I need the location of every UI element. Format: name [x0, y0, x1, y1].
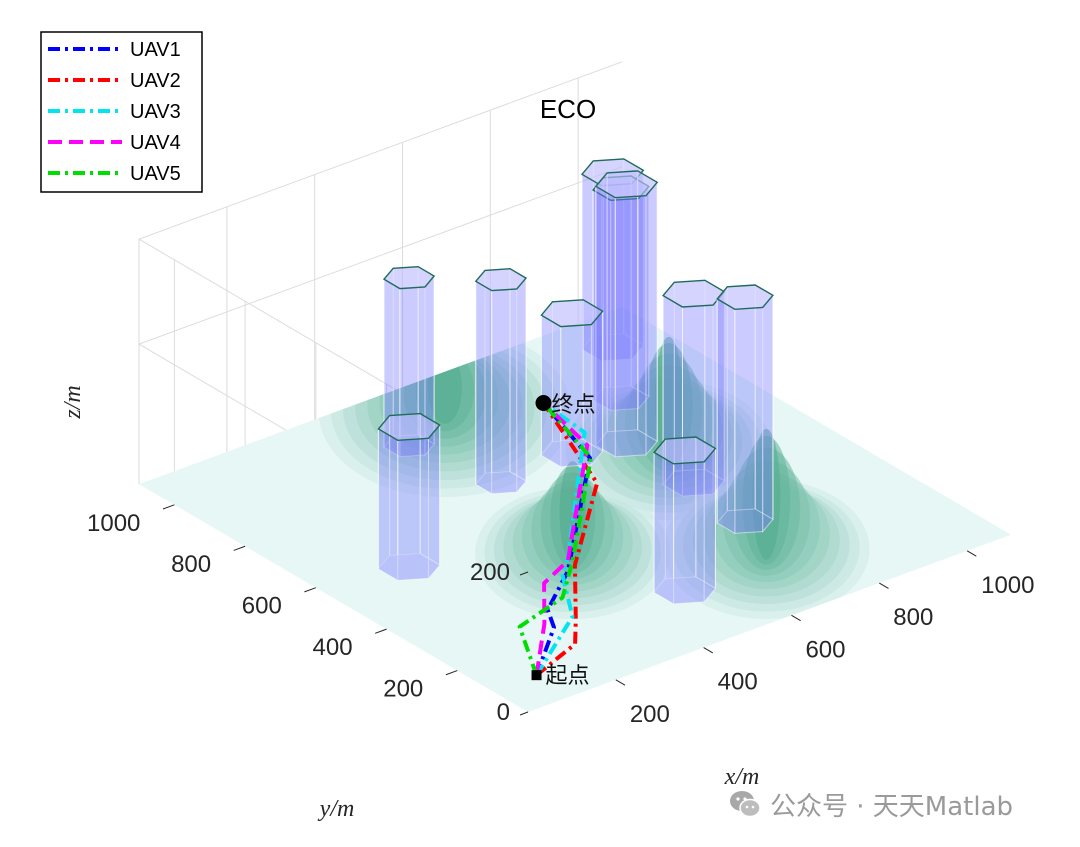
legend-label-uav1: UAV1 — [130, 39, 181, 61]
legend-label-uav3: UAV3 — [130, 101, 181, 123]
obstacle-prism — [662, 279, 726, 497]
y-tick-label: 800 — [171, 551, 211, 578]
obstacle-top — [716, 284, 774, 311]
x-tick-label: 800 — [893, 604, 933, 631]
obstacle-top — [377, 412, 441, 442]
uav-paths — [517, 401, 600, 677]
obstacle-prism — [594, 170, 659, 458]
terrain-band — [654, 336, 683, 461]
obstacle-top — [594, 170, 659, 199]
obstacle-face — [716, 298, 736, 535]
start-marker — [531, 670, 542, 681]
axis-ticks: 200 400 600 800 1000 200 400 600 800 1000 0 200 — [87, 504, 1034, 728]
x-tick-mark — [615, 679, 626, 686]
obstacle-face — [754, 284, 774, 521]
obstacle-prism — [716, 284, 774, 535]
start-label: 起点 — [546, 664, 590, 689]
y-tick-label: 200 — [383, 676, 423, 703]
path-uav5 — [517, 401, 593, 676]
obstacle-bottom — [663, 469, 725, 496]
z-tick-label: 200 — [470, 559, 510, 586]
end-label: 终点 — [551, 393, 595, 418]
x-tick-label: 400 — [718, 669, 758, 696]
obstacle-bottom — [475, 471, 526, 494]
y-tick-label: 400 — [313, 634, 353, 661]
obstacle-top — [540, 299, 604, 328]
legend-label-uav2: UAV2 — [130, 70, 181, 92]
legend-label-uav4: UAV4 — [130, 132, 181, 154]
obstacle-prism — [540, 298, 604, 468]
path-uav4 — [534, 401, 590, 676]
obstacle-face — [509, 267, 527, 482]
obstacle-top — [382, 265, 436, 290]
obstacle-face — [475, 280, 493, 495]
y-tick-label: 600 — [242, 593, 282, 620]
watermark: 公众号 · 天天Matlab — [728, 784, 1013, 824]
x-tick-mark — [791, 614, 801, 622]
obstacle-bottom — [378, 553, 440, 581]
z-tick-label: 0 — [497, 699, 510, 726]
obstacles — [377, 158, 774, 605]
obstacle-face — [637, 170, 658, 443]
x-tick-mark — [703, 647, 714, 654]
end-marker — [535, 395, 552, 412]
x-tick-label: 1000 — [981, 572, 1034, 599]
y-tick-mark — [445, 670, 458, 676]
legend: UAV1 UAV2 UAV3 UAV4 UAV5 — [40, 31, 203, 193]
x-axis-label: x/m — [724, 764, 760, 790]
x-tick-mark — [879, 582, 889, 589]
y-axis-label: y/m — [318, 796, 355, 822]
start-end-markers: 起点 终点 — [531, 393, 595, 689]
z-axis-label: z/m — [60, 385, 86, 419]
y-tick-label: 1000 — [87, 510, 140, 537]
obstacle-bottom — [717, 509, 773, 534]
obstacle-top — [653, 436, 717, 465]
z-tick-mark — [519, 571, 529, 576]
chart-title: ECO — [540, 94, 596, 124]
obstacle-bottom — [582, 333, 644, 361]
x-tick-mark — [966, 550, 977, 557]
obstacle-bottom — [654, 577, 716, 604]
y-tick-mark — [233, 545, 246, 551]
path-uav1 — [534, 401, 592, 676]
obstacle-prism — [653, 436, 717, 605]
x-tick-label: 200 — [630, 701, 670, 728]
path-uav3 — [534, 401, 587, 677]
wechat-icon — [730, 791, 761, 818]
x-tick-label: 600 — [805, 636, 845, 663]
obstacle-prism — [474, 267, 528, 495]
y-tick-mark — [374, 628, 387, 634]
obstacle-prism — [377, 412, 441, 582]
obstacle-bottom — [595, 429, 658, 457]
watermark-text: 公众号 · 天天Matlab — [770, 791, 1014, 822]
legend-label-uav5: UAV5 — [130, 163, 181, 185]
y-tick-mark — [162, 504, 175, 510]
y-tick-mark — [304, 587, 317, 593]
obstacle-top — [474, 267, 528, 292]
z-tick-mark — [519, 711, 529, 716]
